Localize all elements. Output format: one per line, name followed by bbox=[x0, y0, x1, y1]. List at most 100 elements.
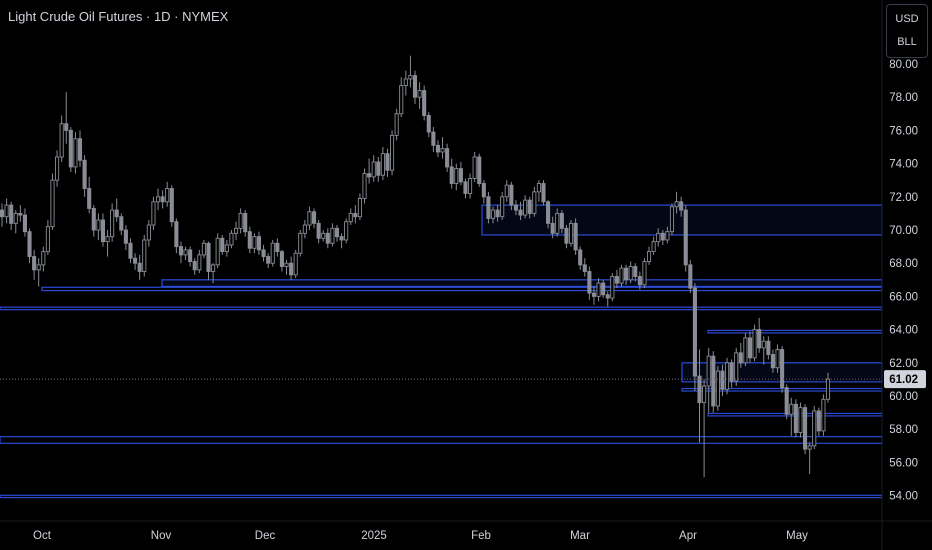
candle-body bbox=[633, 266, 638, 277]
candle-body bbox=[380, 153, 385, 176]
candle-body bbox=[812, 410, 817, 447]
candle-body bbox=[770, 354, 775, 369]
candle bbox=[96, 213, 101, 240]
candle-body bbox=[399, 85, 404, 115]
candle bbox=[206, 241, 211, 280]
zone-4[interactable] bbox=[0, 306, 883, 311]
candle bbox=[711, 351, 716, 413]
candle bbox=[536, 180, 541, 202]
candle bbox=[192, 258, 197, 275]
candle bbox=[279, 249, 284, 272]
candle-body bbox=[536, 183, 541, 193]
candle-body bbox=[59, 123, 64, 158]
candle bbox=[110, 203, 115, 242]
candle-body bbox=[564, 227, 569, 244]
candle-body bbox=[224, 244, 229, 253]
candle bbox=[334, 225, 340, 242]
candle-body bbox=[628, 266, 633, 281]
candle bbox=[729, 359, 734, 388]
candle bbox=[472, 151, 477, 182]
unit-label[interactable]: BLL bbox=[897, 36, 917, 48]
candle bbox=[692, 283, 697, 392]
candle bbox=[541, 180, 546, 206]
candle-body bbox=[738, 352, 743, 364]
candle-body bbox=[532, 191, 537, 214]
candle-body bbox=[688, 264, 693, 289]
candle-body bbox=[729, 362, 734, 382]
candle-body bbox=[504, 184, 509, 198]
candle bbox=[32, 249, 37, 280]
candle-body bbox=[683, 209, 688, 266]
candle-body bbox=[376, 161, 381, 176]
candle bbox=[256, 231, 262, 255]
candle bbox=[486, 191, 491, 224]
candle-body bbox=[821, 398, 826, 432]
candle bbox=[738, 342, 743, 368]
candle-body bbox=[587, 271, 592, 294]
candle bbox=[816, 407, 821, 436]
candle bbox=[601, 279, 606, 299]
candle bbox=[201, 239, 206, 259]
candle-body bbox=[201, 242, 206, 256]
candle bbox=[302, 220, 307, 239]
candle bbox=[642, 258, 647, 289]
candle-body bbox=[546, 201, 551, 224]
candle-body bbox=[651, 241, 656, 253]
candle bbox=[812, 405, 817, 450]
candle-body bbox=[481, 183, 486, 198]
candle-body bbox=[780, 349, 785, 389]
candle bbox=[715, 366, 720, 411]
candle bbox=[77, 130, 83, 167]
candle bbox=[0, 203, 5, 227]
time-axis: Oct Nov Dec 2025 Feb Mar Apr May bbox=[33, 530, 808, 542]
candle-body bbox=[68, 129, 73, 168]
candle bbox=[513, 200, 519, 216]
candle-body bbox=[325, 232, 330, 244]
candle-body bbox=[339, 236, 344, 241]
zone-10[interactable] bbox=[0, 494, 883, 499]
candle-body bbox=[233, 227, 239, 234]
candle bbox=[417, 82, 422, 109]
candle bbox=[633, 263, 638, 282]
candle-body bbox=[747, 337, 753, 359]
candle-body bbox=[22, 214, 27, 233]
candle-body bbox=[486, 196, 491, 219]
candle-body bbox=[454, 168, 459, 184]
candle bbox=[390, 130, 395, 176]
candle bbox=[440, 137, 445, 159]
candle bbox=[435, 140, 440, 157]
candle bbox=[4, 198, 9, 224]
candle bbox=[752, 324, 757, 362]
candle bbox=[211, 263, 216, 284]
candle bbox=[458, 161, 463, 186]
candle bbox=[578, 246, 583, 270]
candle bbox=[426, 112, 431, 138]
currency-label[interactable]: USD bbox=[895, 13, 919, 25]
candle-body bbox=[619, 267, 624, 284]
candle-body bbox=[440, 148, 445, 153]
candle-body bbox=[344, 221, 349, 241]
zone-2[interactable] bbox=[161, 279, 883, 288]
candle-body bbox=[568, 222, 574, 244]
candle bbox=[665, 226, 670, 244]
candle bbox=[582, 258, 587, 277]
candle bbox=[27, 228, 32, 264]
candle-body bbox=[197, 254, 202, 271]
candle bbox=[807, 442, 812, 475]
candle-body bbox=[206, 242, 211, 272]
candle-body bbox=[137, 262, 142, 272]
candle-body bbox=[302, 224, 307, 234]
candle-body bbox=[614, 276, 619, 284]
zone-9[interactable] bbox=[0, 436, 883, 444]
candle bbox=[651, 236, 656, 255]
candle bbox=[724, 357, 730, 395]
candle bbox=[412, 70, 418, 104]
candle bbox=[293, 249, 298, 279]
zone-3[interactable] bbox=[41, 286, 883, 292]
zone-5[interactable] bbox=[707, 329, 883, 334]
candle-body bbox=[298, 232, 303, 254]
currency-unit-selector[interactable]: USD BLL bbox=[886, 4, 928, 58]
candle-body bbox=[555, 212, 560, 234]
candle-body bbox=[330, 227, 335, 244]
